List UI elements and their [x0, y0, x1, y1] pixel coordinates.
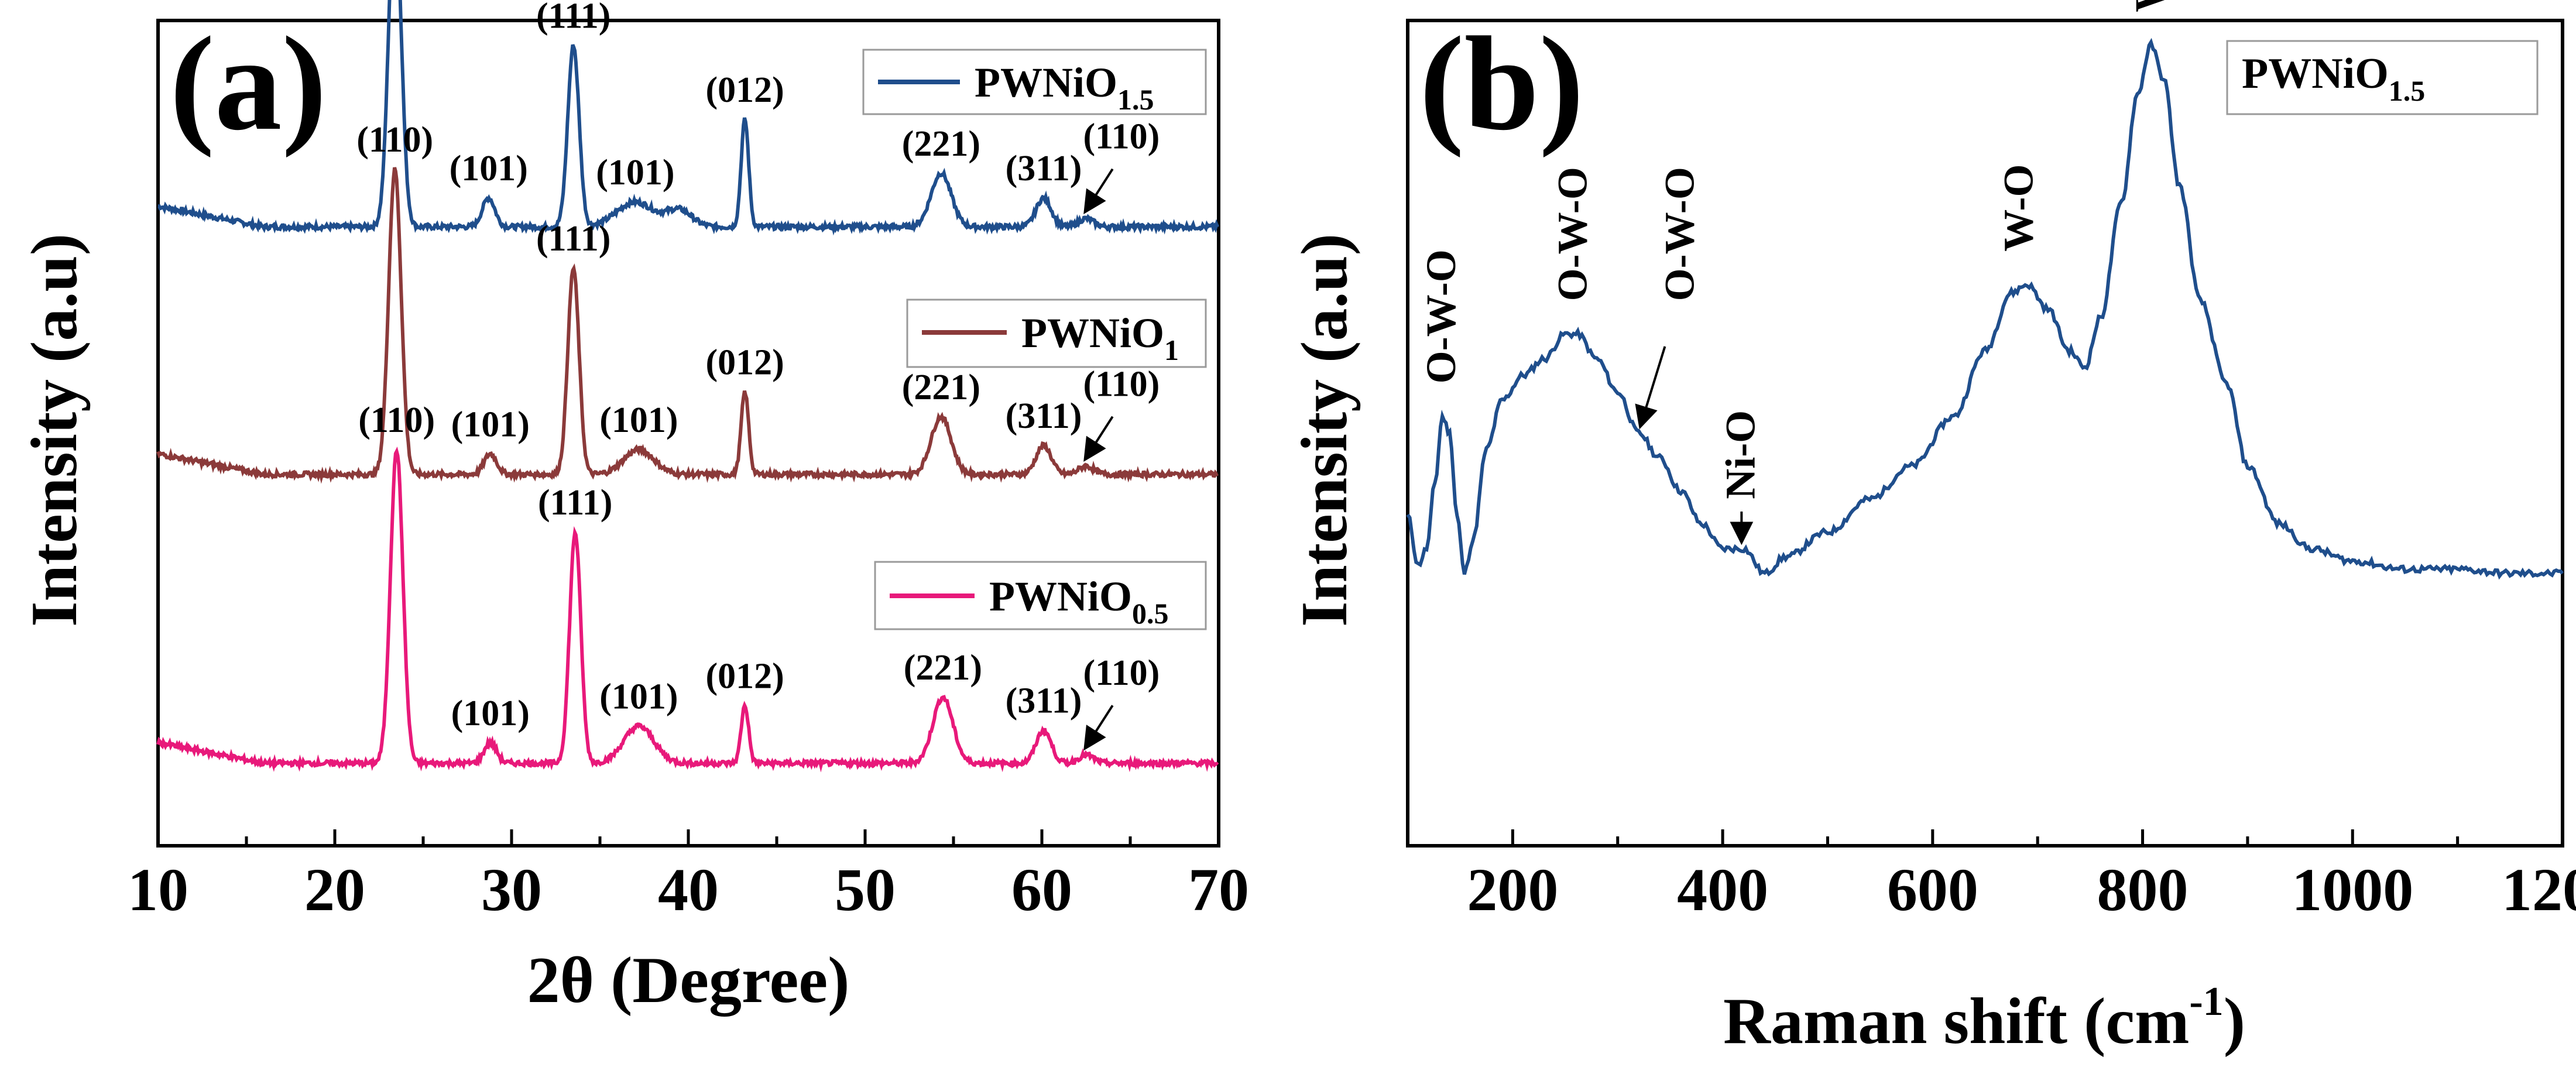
svg-text:PWNiO1.5: PWNiO1.5 [975, 59, 1154, 116]
x-tick-label-a: 10 [128, 856, 188, 924]
x-tick-label-b: 200 [1467, 856, 1558, 924]
x-tick-label-a: 20 [304, 856, 365, 924]
xrd-series-2 [156, 446, 1219, 773]
raman-peak-label: Ni-O [1717, 410, 1764, 499]
x-tick-label-b: 800 [2097, 856, 2189, 924]
xrd-peak-label: (110) [1083, 117, 1160, 157]
x-tick-label-b: 1000 [2292, 856, 2413, 924]
panel-b-xlabel-end: ) [2224, 985, 2245, 1058]
legend-a-1: PWNiO1.5 [862, 49, 1207, 116]
xrd-peak-label: (101) [451, 404, 530, 444]
panel-a-ylabel: Intensity (a.u) [18, 234, 91, 627]
xrd-peak-label: (311) [1006, 396, 1082, 436]
raman-series [1406, 37, 2564, 580]
panel-b-xlabel-main: Raman shift (cm [1723, 985, 2189, 1058]
legend-a-3-sub: 0.5 [1132, 597, 1169, 630]
raman-peak-label: W-O [1995, 164, 2042, 251]
svg-text:PWNiO1.5: PWNiO1.5 [2242, 50, 2425, 107]
xrd-peak-label: (101) [599, 400, 678, 440]
panel-b-xlabel: Raman shift (cm-1) [1723, 979, 2245, 1058]
panel-b-ylabel: Intensity (a.u) [1288, 234, 1361, 627]
legend-a-1-sub: 1.5 [1117, 83, 1154, 116]
xrd-peak-label: (311) [1006, 149, 1082, 188]
xrd-peak-label: (221) [902, 368, 980, 407]
panel-a-xlabel: 2θ (Degree) [527, 944, 850, 1017]
xrd-series-0 [157, 0, 1219, 236]
x-tick-label-b: 1200 [2502, 856, 2576, 924]
xrd-peak-label: (101) [451, 694, 530, 733]
raman-peak-label: O-W-O [1418, 249, 1464, 383]
xrd-peak-label: (012) [705, 343, 784, 383]
x-tick-label-a: 60 [1011, 856, 1072, 924]
svg-text:PWNiO1: PWNiO1 [1021, 310, 1179, 366]
xrd-peak-label: (110) [358, 400, 435, 440]
panel-b-frame [1406, 19, 2564, 848]
legend-b-sub: 1.5 [2389, 74, 2426, 107]
panel-a-label: (a) [170, 9, 327, 158]
xrd-peak-arrow [1083, 416, 1114, 462]
x-tick-label-a: 70 [1188, 856, 1249, 924]
x-tick-label-b: 600 [1887, 856, 1978, 924]
raman-peak-label: O-W-O [1656, 167, 1703, 301]
xrd-peak-label: (012) [705, 656, 784, 696]
xrd-peak-label: (221) [902, 124, 980, 164]
legend-a-2: PWNiO1 [906, 299, 1207, 368]
xrd-peak-label: (311) [1006, 681, 1082, 721]
panel-b-xlabel-sup: -1 [2189, 979, 2223, 1024]
xrd-peak-label: (101) [599, 677, 678, 717]
xrd-peak-label: (012) [705, 70, 784, 110]
xrd-peak-label: (101) [596, 153, 674, 193]
xrd-peak-label: (221) [904, 648, 982, 688]
legend-a-2-sub: 1 [1164, 334, 1179, 366]
legend-a-2-label: PWNiO [1021, 310, 1164, 356]
panel-b-label: (b) [1419, 9, 1584, 158]
raman-peak-label: O-W-O [1549, 167, 1596, 301]
xrd-peak-label: (111) [536, 219, 610, 259]
legend-b: PWNiO1.5 [2226, 40, 2539, 115]
xrd-peak-label: (111) [536, 0, 610, 36]
panel-b: (b) PWNiO1.5 200 400 600 800 1000 1200 O-W-O O… [1288, 0, 2576, 1058]
x-tick-label-a: 40 [658, 856, 719, 924]
x-tick-label-a: 30 [481, 856, 542, 924]
panel-a: (a) (110)(101)(111)(101)(012)(221)(311)(… [18, 0, 1249, 1017]
xrd-peak-label: (111) [538, 483, 612, 523]
x-tick-label-b: 400 [1677, 856, 1768, 924]
xrd-peak-label: (110) [1083, 653, 1160, 693]
xrd-peak-arrow [1083, 168, 1114, 215]
xrd-peak-label: (101) [450, 149, 528, 188]
xrd-peak-arrow [1083, 705, 1114, 751]
x-tick-label-a: 50 [835, 856, 896, 924]
xrd-peak-label: (110) [1083, 365, 1160, 404]
raman-peak-arrow [1635, 346, 1666, 430]
legend-a-3-label: PWNiO [989, 573, 1132, 620]
raman-peak-label: W-O [2126, 0, 2173, 12]
legend-a-3: PWNiO0.5 [874, 561, 1207, 630]
xrd-series-1 [156, 167, 1219, 484]
legend-a-1-label: PWNiO [975, 59, 1117, 106]
legend-b-label: PWNiO [2242, 50, 2389, 98]
xrd-peak-label: (110) [356, 120, 433, 160]
svg-text:PWNiO0.5: PWNiO0.5 [989, 573, 1168, 630]
